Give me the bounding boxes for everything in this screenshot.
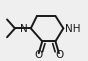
Text: O: O xyxy=(34,50,42,60)
Text: N: N xyxy=(20,24,28,34)
Text: NH: NH xyxy=(65,24,81,34)
Text: O: O xyxy=(55,50,64,60)
